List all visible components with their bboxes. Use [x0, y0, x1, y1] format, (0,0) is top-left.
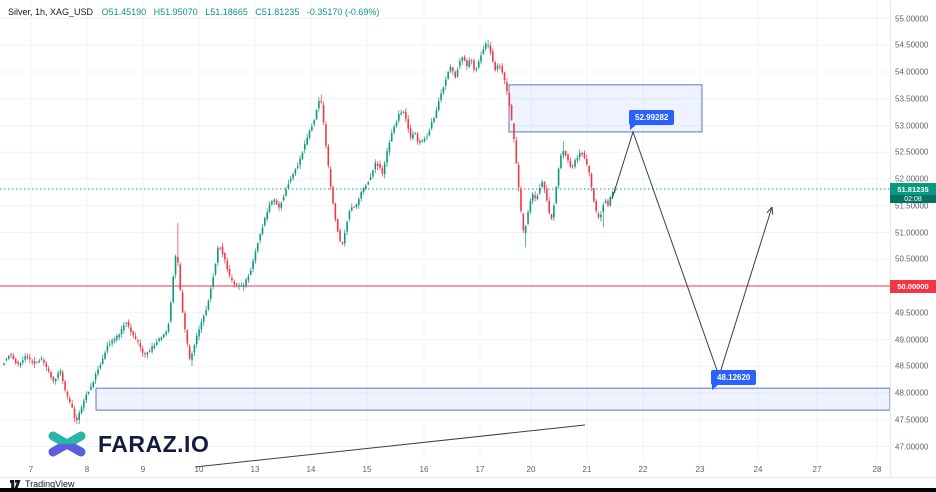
level-50-badge: 50.00000: [890, 280, 936, 293]
price-axis-label: 51.50000: [895, 201, 929, 211]
grid-lines: [0, 0, 890, 462]
arrowhead: [766, 206, 774, 215]
ohlc-open: O51.45190: [101, 7, 147, 17]
time-axis-label: 23: [695, 465, 705, 474]
supply-zone[interactable]: [508, 84, 703, 133]
time-axis-label: 21: [582, 465, 592, 474]
price-axis-label: 49.50000: [895, 308, 929, 318]
time-axis-label: 9: [140, 465, 146, 474]
time-axis-label: 27: [812, 465, 822, 474]
time-axis-label: 28: [872, 465, 882, 474]
price-axis-label: 53.50000: [895, 94, 929, 104]
target-high-price-label[interactable]: 52.99282: [629, 110, 675, 130]
tradingview-icon: [10, 479, 21, 489]
symbol-legend: Silver, 1h, XAG_USD O51.45190 H51.95070 …: [8, 7, 384, 17]
price-axis-label: 47.50000: [895, 415, 929, 425]
price-axis-label: 52.50000: [895, 147, 929, 157]
price-axis-label: 54.50000: [895, 40, 929, 50]
price-change: -0.35170 (-0.69%): [306, 7, 380, 17]
window-bottom-bar: [0, 488, 936, 492]
ohlc-close: C51.81235: [255, 7, 300, 17]
price-axis-label: 53.00000: [895, 121, 929, 130]
target-low-price-label[interactable]: 48.12620: [711, 370, 757, 390]
time-axis-label: 16: [419, 465, 429, 474]
faraz-asterisk-icon: [48, 423, 86, 465]
time-axis-label: 15: [362, 465, 372, 474]
time-axis-label: 13: [250, 465, 260, 474]
price-axis-label: 49.00000: [895, 335, 929, 344]
axis-separator: [0, 477, 936, 478]
time-axis-label: 7: [28, 465, 34, 474]
candles[interactable]: [3, 39, 616, 425]
faraz-logo-text: FARAZ.IO: [98, 430, 210, 457]
current-price-value: 51.81235: [890, 183, 936, 196]
time-axis-label: 22: [638, 465, 648, 474]
trendline[interactable]: [194, 424, 586, 468]
price-axis-label: 55.00000: [895, 14, 929, 23]
price-axis-label: 50.50000: [895, 254, 929, 264]
ohlc-high: H51.95070: [153, 7, 198, 17]
time-axis-label: 8: [84, 465, 90, 474]
price-axis-label: 48.50000: [895, 361, 929, 371]
current-price-badge: 51.81235 02:08: [890, 183, 936, 204]
time-axis-label: 17: [475, 465, 485, 474]
price-axis-label: 52.00000: [895, 174, 929, 184]
symbol-title[interactable]: Silver, 1h, XAG_USD: [8, 7, 94, 17]
price-axis-label: 47.00000: [895, 442, 929, 451]
demand-zone[interactable]: [95, 387, 891, 411]
tradingview-attribution[interactable]: TradingView: [10, 479, 75, 489]
faraz-watermark: FARAZ.IO: [46, 422, 209, 466]
price-axis-label: 54.00000: [895, 67, 929, 77]
price-axis-label: 51.00000: [895, 228, 929, 237]
time-axis-label: 10: [194, 465, 204, 474]
bar-countdown: 02:08: [890, 195, 936, 204]
price-axis-label: 48.00000: [895, 388, 929, 398]
ohlc-low: L51.18665: [205, 7, 248, 17]
time-axis-label: 24: [753, 465, 763, 474]
time-axis-label: 20: [526, 465, 536, 474]
price-axis[interactable]: 55.00000 54.50000 54.00000 53.50000 53.00000…: [890, 0, 936, 477]
time-axis[interactable]: 7 8 9 10 13 14 15 16 17 20 21 22 23 24 27 28: [0, 462, 890, 477]
projection-arrow[interactable]: [611, 130, 773, 378]
tradingview-text: TradingView: [25, 479, 75, 489]
time-axis-label: 14: [306, 465, 316, 474]
